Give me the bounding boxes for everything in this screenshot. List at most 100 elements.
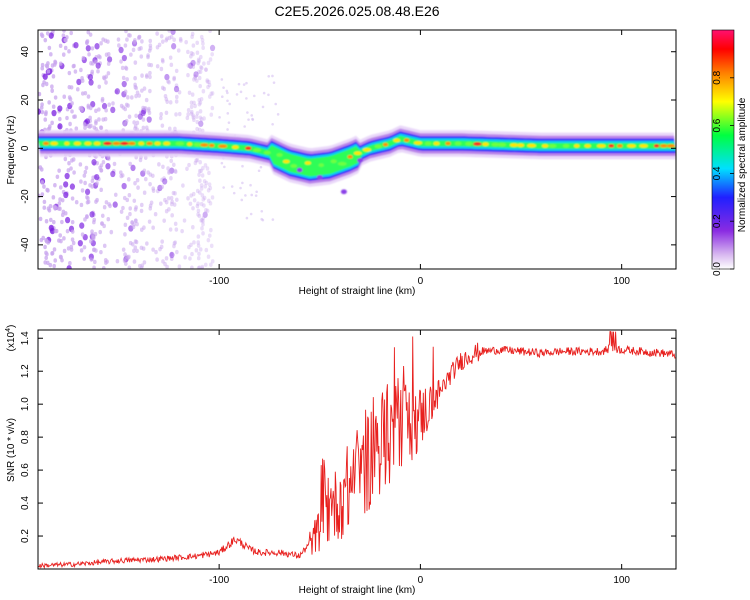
noise-speck — [200, 226, 204, 231]
noise-speck — [108, 203, 112, 209]
noise-speck — [92, 265, 96, 269]
noise-speck — [40, 180, 44, 185]
noise-speck — [146, 116, 152, 123]
noise-speck — [95, 62, 101, 69]
ridge-hotspot — [424, 141, 432, 146]
noise-speck — [65, 115, 69, 121]
noise-speck — [249, 183, 252, 187]
noise-speck — [188, 256, 192, 261]
noise-speck — [106, 71, 111, 76]
colorbar-ticks: 0.0 0.2 0.4 0.6 0.8 — [712, 70, 734, 276]
noise-speck — [82, 256, 87, 262]
noise-speck — [200, 193, 205, 198]
noise-speck — [80, 188, 85, 193]
noise-speck — [193, 74, 197, 79]
noise-speck — [189, 193, 193, 198]
noise-speck — [120, 173, 125, 178]
noise-speck — [88, 32, 93, 37]
noise-speck — [125, 215, 130, 221]
noise-speck — [62, 236, 66, 241]
noise-speck — [84, 118, 90, 125]
noise-speck — [173, 191, 177, 196]
noise-speck — [203, 184, 208, 189]
noise-speck — [58, 185, 63, 190]
ridge-blob — [316, 174, 323, 180]
noise-speck — [138, 157, 143, 163]
noise-speck — [160, 39, 165, 44]
ridge-hotspot — [562, 144, 570, 148]
noise-speck — [200, 173, 205, 178]
noise-speck — [174, 99, 179, 104]
ridge-hotspot — [73, 141, 82, 146]
noise-speck — [175, 249, 179, 255]
noise-speck — [276, 113, 280, 116]
ridge-hotspot — [154, 141, 161, 146]
noise-speck — [172, 75, 177, 81]
noise-speck — [192, 198, 197, 203]
noise-speck — [191, 206, 195, 211]
ridge-hotspot — [627, 144, 636, 148]
noise-speck — [222, 86, 225, 89]
noise-speck — [241, 164, 244, 168]
noise-speck — [200, 217, 204, 223]
noise-speck — [167, 126, 172, 131]
noise-speck — [190, 59, 196, 67]
noise-speck — [204, 67, 208, 72]
noise-speck — [139, 265, 144, 269]
noise-speck — [169, 251, 175, 259]
noise-speck — [52, 219, 56, 225]
noise-speck — [93, 259, 97, 265]
noise-speck — [134, 113, 138, 118]
noise-speck — [267, 74, 271, 78]
snr-y-ticks: 0.2 0.4 0.6 0.8 1.0 1.2 1.4 — [20, 331, 676, 543]
noise-speck — [235, 93, 239, 96]
noise-speck — [38, 216, 43, 222]
noise-speck — [209, 112, 214, 117]
noise-speck — [95, 181, 99, 186]
noise-speck — [127, 265, 132, 269]
noise-speck — [197, 127, 202, 133]
noise-speck — [226, 99, 229, 103]
noise-speck — [191, 43, 196, 48]
noise-speck — [250, 114, 254, 117]
noise-speck — [98, 229, 103, 235]
noise-speck — [226, 112, 230, 115]
noise-speck — [162, 178, 168, 185]
noise-speck — [144, 97, 149, 103]
x-tick-label: 100 — [613, 276, 630, 287]
noise-speck — [121, 54, 127, 62]
noise-speck — [196, 266, 201, 269]
noise-speck — [144, 74, 149, 79]
ridge-hotspot — [639, 144, 648, 148]
noise-speck — [239, 186, 242, 190]
ridge-hotspot — [50, 141, 58, 146]
snr-line — [38, 331, 676, 569]
noise-speck — [186, 112, 190, 117]
noise-speck — [209, 262, 213, 267]
noise-speck — [198, 115, 203, 120]
noise-speck — [141, 117, 146, 122]
ridge-hotspot — [465, 141, 473, 146]
noise-speck — [170, 213, 174, 218]
noise-speck — [124, 102, 129, 108]
noise-speck — [89, 211, 95, 218]
noise-speck — [125, 77, 129, 82]
noise-speck — [267, 93, 270, 97]
noise-speck — [50, 84, 54, 89]
noise-speck — [58, 116, 62, 122]
noise-speck — [194, 114, 199, 119]
noise-speck — [91, 247, 96, 253]
noise-speck — [38, 193, 41, 199]
noise-speck — [190, 265, 194, 269]
ridge-hotspot — [454, 141, 462, 146]
noise-speck — [115, 259, 120, 264]
noise-speck — [161, 59, 165, 64]
noise-speck — [44, 63, 49, 68]
noise-speck — [154, 249, 158, 255]
noise-speck — [169, 175, 173, 181]
noise-speck — [133, 180, 137, 186]
noise-speck — [189, 111, 194, 116]
noise-speck — [133, 218, 138, 223]
noise-speck — [124, 30, 128, 34]
noise-speck — [48, 262, 53, 268]
